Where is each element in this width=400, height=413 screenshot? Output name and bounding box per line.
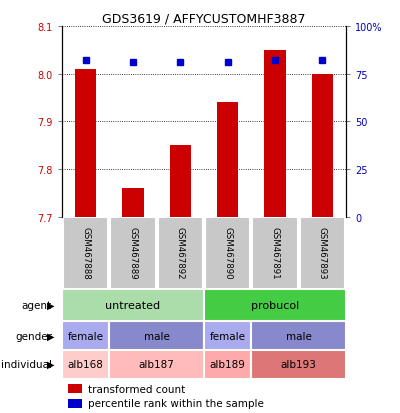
Bar bbox=[252, 217, 298, 289]
Text: percentile rank within the sample: percentile rank within the sample bbox=[88, 398, 264, 408]
Bar bbox=[110, 217, 156, 289]
Text: untreated: untreated bbox=[106, 300, 160, 311]
Bar bbox=[68, 399, 82, 408]
Bar bbox=[300, 217, 345, 289]
Text: alb187: alb187 bbox=[139, 359, 175, 369]
Text: GSM467890: GSM467890 bbox=[223, 227, 232, 279]
Bar bbox=[62, 350, 109, 379]
Text: alb189: alb189 bbox=[210, 359, 246, 369]
Bar bbox=[63, 217, 108, 289]
Text: gender: gender bbox=[15, 331, 52, 341]
Bar bbox=[158, 217, 203, 289]
Text: ▶: ▶ bbox=[46, 359, 54, 369]
Bar bbox=[204, 289, 346, 322]
Bar bbox=[205, 217, 250, 289]
Bar bbox=[62, 289, 204, 322]
Bar bbox=[264, 51, 286, 217]
Text: male: male bbox=[286, 331, 312, 341]
Text: female: female bbox=[68, 331, 104, 341]
Text: agent: agent bbox=[22, 300, 52, 311]
Bar bbox=[217, 103, 238, 217]
Text: GSM467892: GSM467892 bbox=[176, 227, 185, 279]
Text: female: female bbox=[210, 331, 246, 341]
Bar bbox=[62, 322, 109, 350]
Bar bbox=[204, 322, 251, 350]
Text: alb193: alb193 bbox=[281, 359, 317, 369]
Bar bbox=[75, 70, 96, 217]
Bar bbox=[251, 350, 346, 379]
Bar bbox=[251, 322, 346, 350]
Text: alb168: alb168 bbox=[68, 359, 104, 369]
Text: male: male bbox=[144, 331, 170, 341]
Bar bbox=[109, 350, 204, 379]
Text: ▶: ▶ bbox=[46, 331, 54, 341]
Bar bbox=[68, 384, 82, 393]
Text: GSM467893: GSM467893 bbox=[318, 227, 327, 279]
Text: individual: individual bbox=[1, 359, 52, 369]
Title: GDS3619 / AFFYCUSTOMHF3887: GDS3619 / AFFYCUSTOMHF3887 bbox=[102, 13, 306, 26]
Bar bbox=[312, 74, 333, 217]
Text: transformed count: transformed count bbox=[88, 384, 185, 394]
Text: GSM467889: GSM467889 bbox=[128, 227, 138, 279]
Bar bbox=[170, 146, 191, 217]
Bar bbox=[109, 322, 204, 350]
Text: GSM467888: GSM467888 bbox=[81, 227, 90, 280]
Text: GSM467891: GSM467891 bbox=[270, 227, 280, 279]
Text: probucol: probucol bbox=[251, 300, 299, 311]
Text: ▶: ▶ bbox=[46, 300, 54, 311]
Bar bbox=[204, 350, 251, 379]
Bar bbox=[122, 188, 144, 217]
